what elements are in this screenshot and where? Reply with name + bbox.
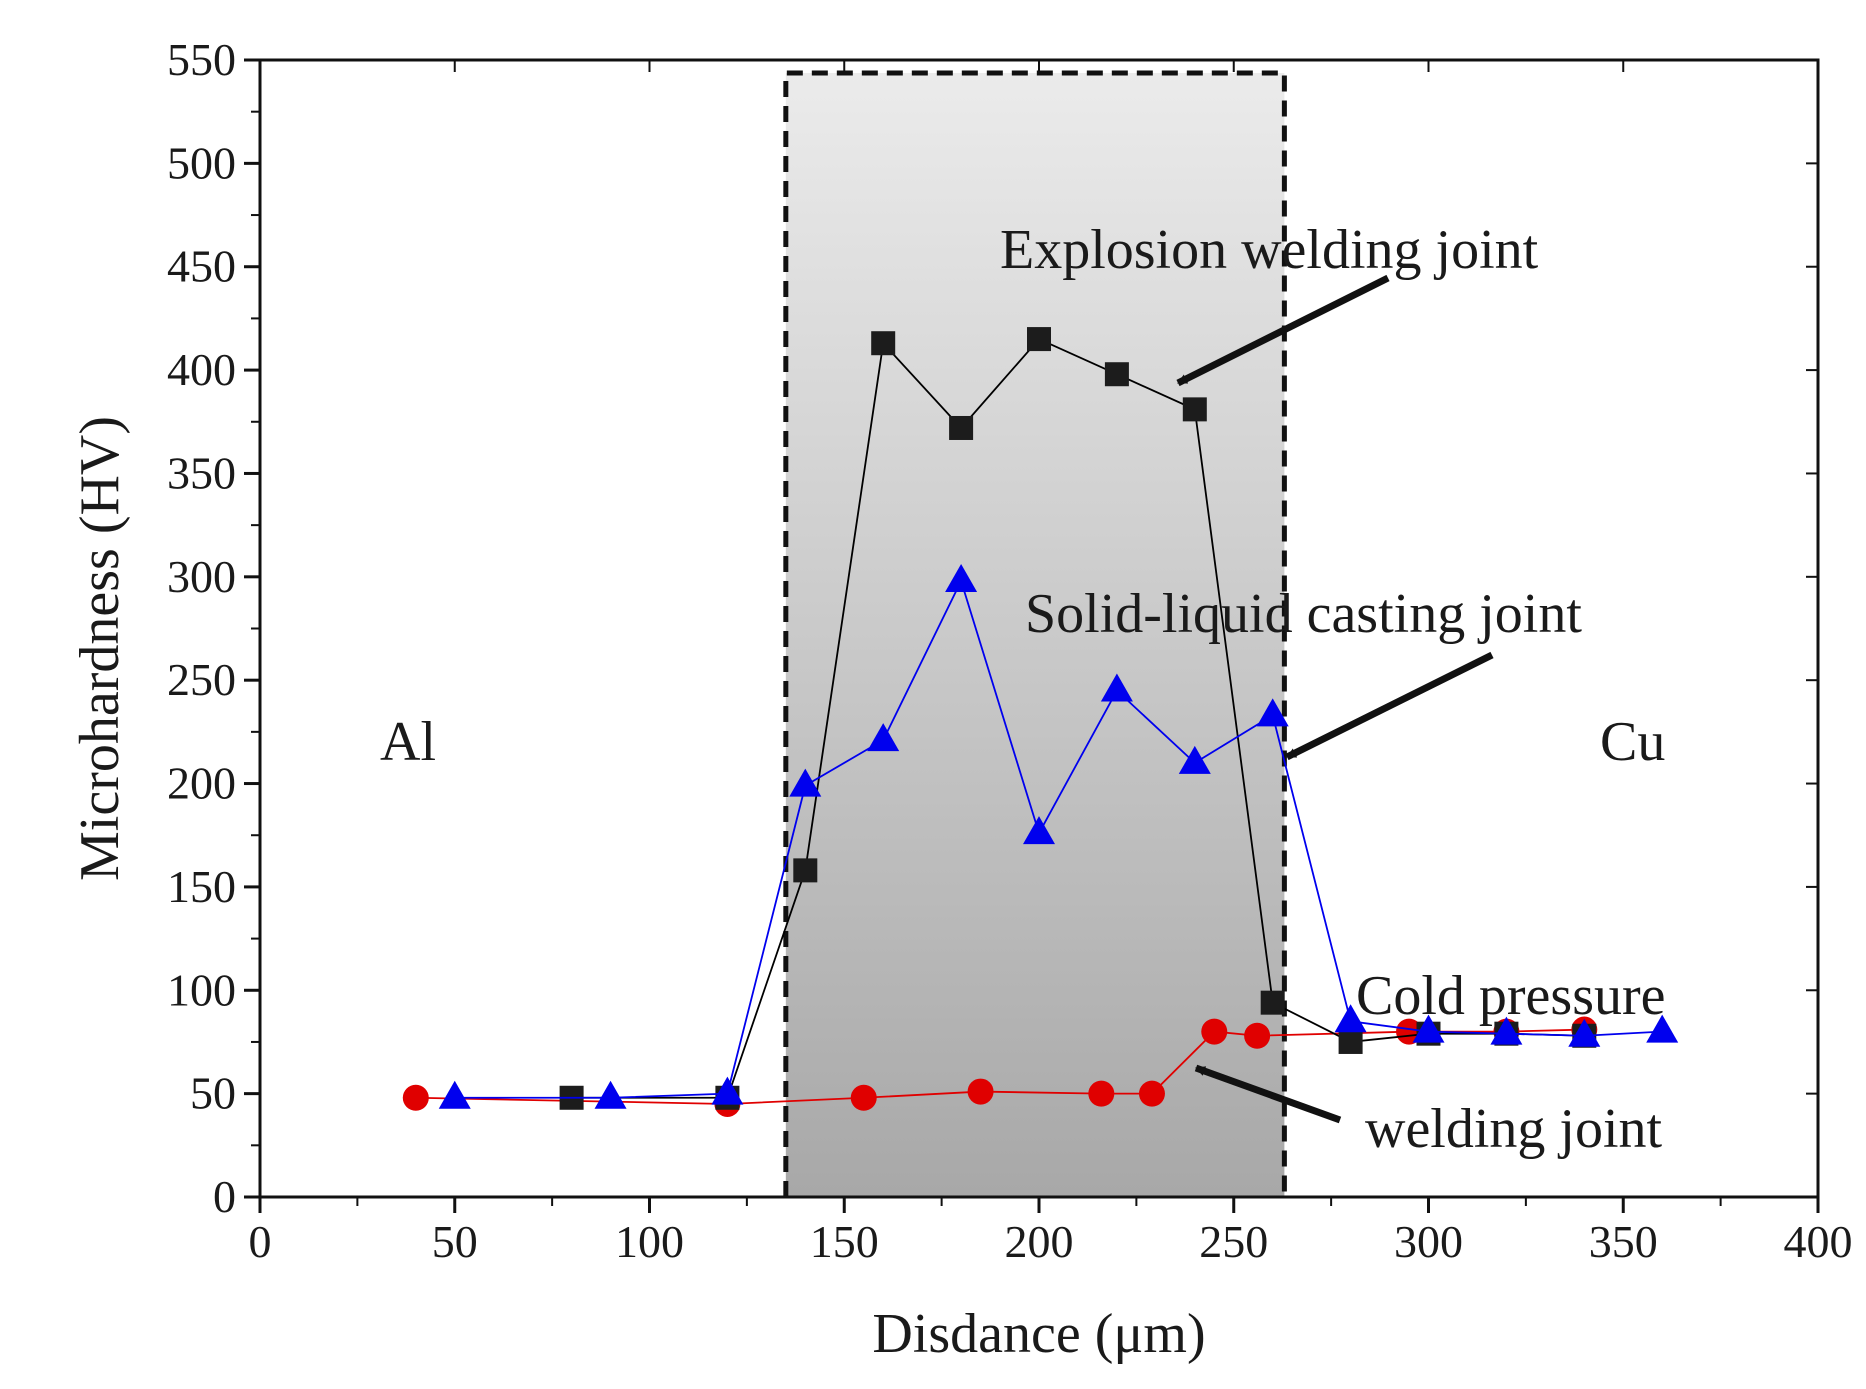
data-point-circle	[967, 1078, 994, 1105]
cold-pressure-arrow	[1194, 1064, 1342, 1124]
data-point-triangle	[594, 1080, 627, 1109]
data-point-triangle	[1178, 745, 1211, 774]
x-axis-title: Disdance (μm)	[872, 1303, 1205, 1365]
data-point-circle	[1244, 1022, 1271, 1049]
solid-liquid-casting-label: Solid-liquid casting joint	[1025, 583, 1582, 645]
y-tick-label: 300	[167, 551, 236, 602]
data-point-circle	[1201, 1018, 1228, 1045]
x-tick-label: 250	[1199, 1216, 1268, 1267]
data-point-square	[1182, 397, 1207, 422]
data-point-circle	[850, 1084, 877, 1111]
x-tick-label: 200	[1005, 1216, 1074, 1267]
interface-shaded-region	[785, 73, 1285, 1197]
y-tick-label: 150	[167, 861, 236, 912]
cu-label: Cu	[1600, 711, 1665, 773]
al-label: Al	[380, 711, 436, 773]
data-point-triangle	[1100, 673, 1133, 702]
x-tick-label: 50	[432, 1216, 478, 1267]
x-tick-label: 300	[1394, 1216, 1463, 1267]
y-tick-label: 250	[167, 654, 236, 705]
data-point-triangle	[438, 1080, 471, 1109]
solid-liquid-arrow	[1285, 651, 1494, 761]
x-tick-label: 100	[615, 1216, 684, 1267]
data-point-triangle	[711, 1076, 744, 1105]
data-point-square	[871, 331, 896, 356]
data-point-triangle	[1256, 698, 1289, 727]
data-point-circle	[402, 1084, 429, 1111]
x-tick-label: 150	[810, 1216, 879, 1267]
data-point-triangle	[1412, 1014, 1445, 1043]
data-point-square	[1027, 327, 1051, 352]
y-tick-label: 350	[167, 447, 236, 498]
y-tick-label: 400	[167, 344, 236, 395]
cold-pressure-label-line1: Cold pressure	[1356, 965, 1666, 1027]
y-tick-label: 200	[167, 758, 236, 809]
y-tick-label: 0	[213, 1171, 236, 1222]
data-point-triangle	[1646, 1014, 1679, 1043]
data-point-square	[793, 858, 818, 883]
data-point-circle	[1088, 1080, 1115, 1107]
x-tick-label: 400	[1784, 1216, 1853, 1267]
series-triangle	[438, 563, 1679, 1109]
x-tick-label: 350	[1589, 1216, 1658, 1267]
data-point-triangle	[867, 723, 900, 752]
data-point-triangle	[945, 563, 978, 592]
y-tick-label: 50	[190, 1068, 236, 1119]
data-point-triangle	[789, 768, 822, 797]
y-axis-title: Microhardness (HV)	[69, 416, 131, 881]
data-point-triangle	[1334, 1004, 1367, 1033]
y-tick-label: 500	[167, 137, 236, 188]
data-point-square	[1260, 990, 1285, 1015]
data-point-triangle	[1023, 816, 1055, 845]
interface-region-border	[783, 70, 1287, 1197]
x-tick-label: 0	[249, 1216, 272, 1267]
data-point-triangle	[1568, 1018, 1601, 1047]
data-point-square	[1104, 362, 1129, 387]
data-point-square	[949, 415, 974, 440]
data-point-circle	[1138, 1080, 1165, 1107]
data-point-square	[1338, 1029, 1363, 1054]
y-tick-label: 450	[167, 241, 236, 292]
data-point-triangle	[1490, 1016, 1523, 1045]
y-tick-label: 550	[167, 34, 236, 85]
explosion-arrow	[1176, 274, 1390, 387]
explosion-welding-label: Explosion welding joint	[1000, 219, 1539, 281]
cold-pressure-label-line2: welding joint	[1365, 1098, 1663, 1160]
y-tick-label: 100	[167, 964, 236, 1015]
